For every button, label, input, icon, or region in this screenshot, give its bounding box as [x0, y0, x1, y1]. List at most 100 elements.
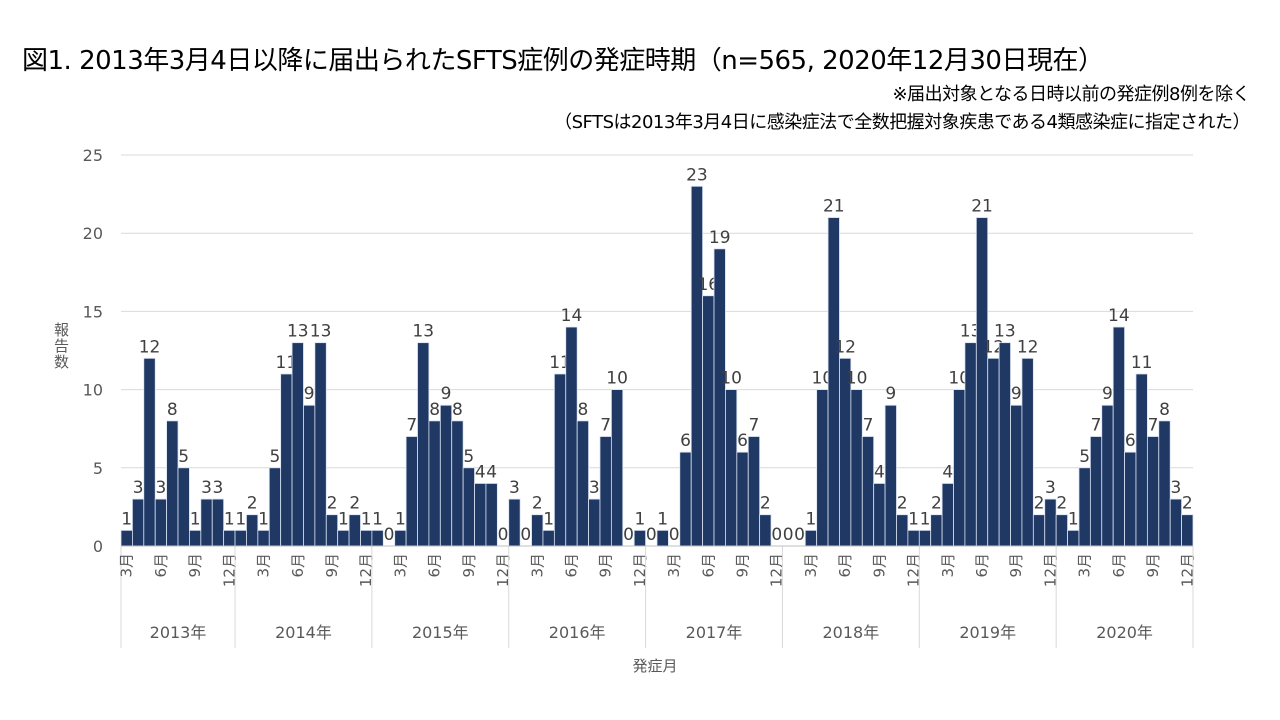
bar	[132, 498, 145, 547]
data-label: 0	[520, 525, 531, 545]
bar	[896, 514, 909, 547]
bar	[439, 404, 453, 547]
bar	[200, 498, 213, 547]
data-label: 1	[224, 509, 235, 529]
y-tick-label: 25	[83, 146, 103, 165]
data-label: 1	[361, 509, 372, 529]
month-tick-label: 9月	[323, 553, 341, 578]
month-tick-label: 6月	[1110, 553, 1128, 578]
data-label: 8	[429, 400, 440, 420]
bar	[827, 217, 840, 547]
data-label: 19	[709, 228, 731, 248]
bar	[325, 514, 339, 547]
month-tick-label: 3月	[118, 553, 136, 578]
bar	[861, 436, 875, 547]
month-tick-label: 9月	[597, 553, 615, 578]
data-label: 7	[600, 416, 611, 436]
bar	[998, 342, 1011, 547]
data-label: 2	[1056, 494, 1067, 514]
bar	[1124, 451, 1137, 547]
bar	[633, 529, 646, 547]
bar	[246, 514, 259, 547]
data-label: 14	[561, 306, 583, 326]
month-tick-label: 3月	[665, 553, 683, 578]
bar	[428, 420, 441, 547]
month-tick-label: 9月	[1007, 553, 1025, 578]
bar	[417, 342, 430, 547]
data-label: 0	[623, 525, 634, 545]
month-tick-label: 3月	[802, 553, 820, 578]
y-axis-title: 報告数	[52, 322, 70, 370]
month-tick-label: 12月	[905, 553, 923, 587]
data-label: 3	[133, 478, 144, 498]
bar	[702, 295, 715, 547]
x-axis-title: 発症月	[632, 657, 677, 675]
data-label: 7	[749, 416, 760, 436]
bar	[542, 529, 555, 547]
bar	[485, 483, 498, 547]
month-tick-label: 3月	[391, 553, 409, 578]
bar	[1135, 373, 1148, 547]
month-tick-label: 12月	[220, 553, 238, 587]
data-label: 4	[874, 462, 885, 482]
data-label: 2	[897, 494, 908, 514]
bar	[154, 498, 168, 547]
data-label: 9	[1102, 384, 1113, 404]
bar	[656, 529, 669, 547]
data-label: 6	[1125, 431, 1136, 451]
data-label: 11	[1131, 353, 1153, 373]
bar	[166, 420, 179, 547]
data-label: 8	[577, 400, 588, 420]
data-label: 4	[475, 462, 486, 482]
month-tick-label: 9月	[734, 553, 752, 578]
month-tick-label: 3月	[528, 553, 546, 578]
data-label: 2	[327, 494, 338, 514]
bar	[553, 373, 567, 547]
data-label: 5	[1079, 447, 1090, 467]
bar	[394, 529, 407, 547]
month-tick-label: 6月	[836, 553, 854, 578]
data-label: 10	[606, 369, 628, 389]
bar	[120, 529, 133, 547]
data-label: 1	[190, 509, 201, 529]
data-label: 7	[1091, 416, 1102, 436]
data-label: 8	[167, 400, 178, 420]
bar	[1078, 467, 1091, 547]
data-label: 1	[634, 509, 645, 529]
bar	[1089, 436, 1103, 547]
year-label: 2014年	[275, 623, 332, 642]
bar	[1067, 529, 1080, 547]
data-label: 8	[452, 400, 463, 420]
bar	[462, 467, 475, 547]
month-tick-label: 12月	[631, 553, 649, 587]
data-label: 7	[406, 416, 417, 436]
data-label: 3	[589, 478, 600, 498]
bar	[451, 420, 464, 547]
bar	[1146, 436, 1160, 547]
data-label: 1	[806, 509, 817, 529]
data-label: 4	[486, 462, 497, 482]
bar	[234, 529, 247, 547]
data-label: 9	[441, 384, 452, 404]
data-label: 23	[686, 165, 708, 185]
bar	[975, 217, 989, 547]
y-tick-label: 5	[93, 459, 103, 478]
bar	[1044, 498, 1057, 547]
year-label: 2018年	[823, 623, 880, 642]
data-label: 1	[920, 509, 931, 529]
bar	[576, 420, 589, 547]
bar	[1181, 514, 1194, 547]
bar	[918, 529, 932, 547]
bar	[816, 389, 829, 547]
bar	[759, 514, 772, 547]
month-tick-label: 12月	[357, 553, 375, 587]
data-label: 6	[737, 431, 748, 451]
data-label: 3	[156, 478, 167, 498]
data-label: 4	[942, 462, 953, 482]
month-tick-label: 9月	[1144, 553, 1162, 578]
data-label: 2	[247, 494, 258, 514]
data-label: 1	[235, 509, 246, 529]
data-label: 0	[669, 525, 680, 545]
bar	[1010, 404, 1023, 547]
note-exclusion: ※届出対象となる日時以前の発症例8例を除く	[892, 84, 1251, 105]
